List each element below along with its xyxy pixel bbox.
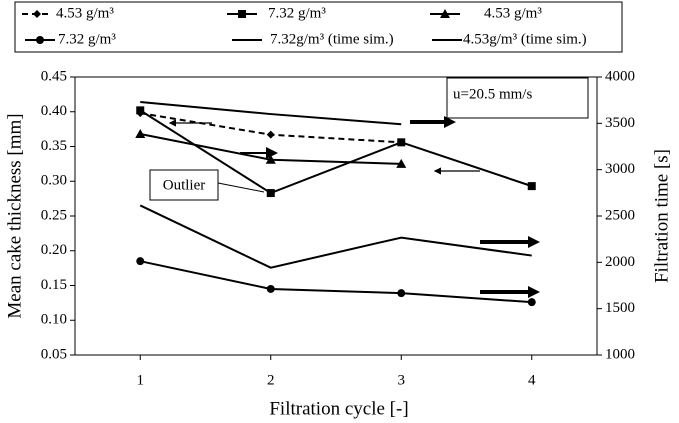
legend-marker bbox=[238, 10, 246, 18]
x-tick-label: 4 bbox=[528, 372, 536, 388]
leader-line bbox=[217, 182, 265, 193]
annotation-box bbox=[149, 169, 219, 201]
x-axis-label: Filtration cycle [-] bbox=[269, 398, 408, 419]
legend-marker bbox=[33, 10, 41, 18]
series-line bbox=[140, 101, 402, 126]
y-tick-label: 0.40 bbox=[41, 103, 67, 119]
marker bbox=[265, 154, 276, 164]
x-tick-label: 2 bbox=[267, 372, 275, 388]
marker bbox=[396, 158, 407, 168]
y-tick-label: 0.10 bbox=[41, 312, 67, 328]
marker bbox=[397, 138, 406, 147]
y-tick-label: 0.05 bbox=[41, 346, 67, 362]
y2-tick-label: 4000 bbox=[605, 68, 635, 84]
y-tick-label: 0.45 bbox=[41, 68, 67, 84]
marker bbox=[266, 284, 275, 293]
legend-label: 7.32 g/m³ bbox=[268, 5, 326, 21]
y2-tick-label: 2000 bbox=[605, 254, 635, 270]
legend-label: 4.53 g/m³ bbox=[484, 5, 542, 21]
series-line bbox=[140, 260, 532, 304]
annotation: Outlier bbox=[163, 177, 206, 193]
y2-tick-label: 2500 bbox=[605, 207, 635, 223]
annotation-box bbox=[446, 77, 589, 119]
legend-marker bbox=[440, 9, 450, 18]
legend bbox=[14, 1, 623, 53]
y-tick-label: 0.30 bbox=[41, 173, 67, 189]
y-axis-label: Mean cake thickness [mm] bbox=[4, 113, 25, 318]
y2-tick-label: 3500 bbox=[605, 115, 635, 131]
marker bbox=[135, 128, 146, 138]
marker bbox=[266, 189, 275, 198]
annotation: u=20.5 mm/s bbox=[453, 86, 532, 102]
legend-label: 4.53g/m³ (time sim.) bbox=[463, 31, 587, 47]
x-tick-label: 1 bbox=[137, 372, 145, 388]
y2-tick-label: 1500 bbox=[605, 300, 635, 316]
y-tick-label: 0.20 bbox=[41, 242, 67, 258]
marker bbox=[266, 130, 275, 139]
y2-tick-label: 3000 bbox=[605, 161, 635, 177]
marker bbox=[136, 106, 145, 115]
marker bbox=[527, 298, 536, 307]
series-line bbox=[139, 204, 532, 269]
legend-label: 7.32 g/m³ bbox=[58, 31, 116, 47]
series-line bbox=[139, 109, 533, 195]
marker bbox=[397, 289, 406, 298]
axis-arrows bbox=[168, 116, 540, 298]
y-tick-label: 0.35 bbox=[41, 138, 67, 154]
y2-tick-label: 1000 bbox=[605, 346, 635, 362]
y2-axis-label: Filtration time [s] bbox=[651, 149, 672, 283]
y-tick-label: 0.15 bbox=[41, 277, 67, 293]
legend-label: 7.32g/m³ (time sim.) bbox=[270, 31, 394, 47]
x-tick-label: 3 bbox=[398, 372, 406, 388]
y-tick-label: 0.25 bbox=[41, 207, 67, 223]
marker bbox=[527, 182, 536, 191]
marker bbox=[136, 257, 145, 266]
legend-marker bbox=[36, 36, 44, 44]
legend-label: 4.53 g/m³ bbox=[56, 5, 114, 21]
